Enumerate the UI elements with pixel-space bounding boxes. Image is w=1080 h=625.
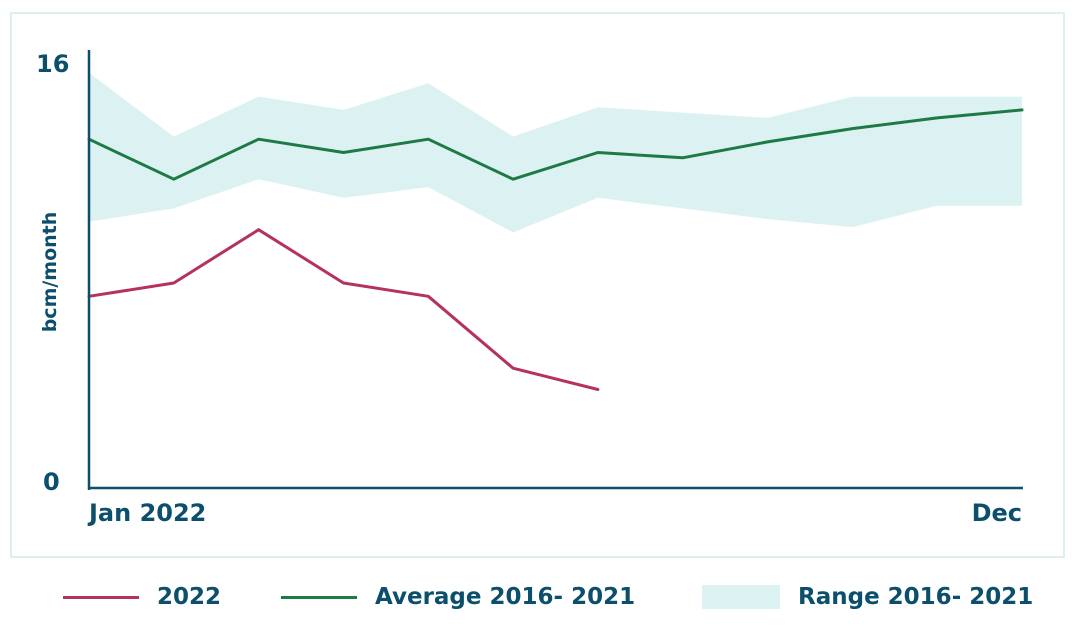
y-tick-label-max: 16 [36, 50, 69, 78]
series-line-2022 [87, 228, 600, 391]
series-line-layer [87, 108, 1024, 391]
y-axis-title: bcm/month [39, 212, 61, 333]
legend-item-2022: 2022 [63, 572, 221, 622]
y-tick-label-min: 0 [43, 468, 60, 496]
legend-swatch-range [702, 585, 780, 609]
line-chart: 16 0 Jan 2022 Dec bcm/month [36, 50, 1024, 527]
legend-line-2022 [63, 595, 139, 599]
legend: 2022 Average 2016- 2021 Range 2016- 2021 [0, 572, 1080, 622]
legend-item-range: Range 2016- 2021 [702, 572, 1033, 622]
x-tick-label-last: Dec [972, 499, 1022, 527]
legend-line-average [281, 595, 357, 599]
range-band-layer [89, 72, 1022, 233]
legend-label-range: Range 2016- 2021 [798, 584, 1034, 610]
series-line-average [87, 108, 1024, 181]
legend-label-2022: 2022 [157, 584, 222, 610]
chart-frame [10, 12, 1065, 558]
x-tick-label-first: Jan 2022 [87, 499, 206, 527]
range-band [89, 72, 1022, 233]
legend-item-average: Average 2016- 2021 [281, 572, 635, 622]
legend-label-average: Average 2016- 2021 [375, 584, 636, 610]
